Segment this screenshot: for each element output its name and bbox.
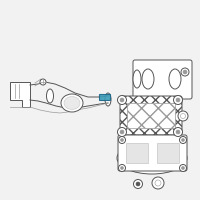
Ellipse shape <box>105 93 111 106</box>
Ellipse shape <box>120 98 124 102</box>
Ellipse shape <box>118 128 127 136</box>
Bar <box>157 143 179 163</box>
Ellipse shape <box>120 130 124 134</box>
Ellipse shape <box>180 164 186 171</box>
Ellipse shape <box>169 69 181 89</box>
Ellipse shape <box>176 130 180 134</box>
Ellipse shape <box>176 98 180 102</box>
Ellipse shape <box>174 128 182 136</box>
Ellipse shape <box>120 166 124 170</box>
Ellipse shape <box>118 136 126 144</box>
Bar <box>126 143 148 163</box>
Ellipse shape <box>180 136 186 144</box>
FancyBboxPatch shape <box>120 96 182 135</box>
Ellipse shape <box>120 138 124 142</box>
Ellipse shape <box>178 111 188 121</box>
Ellipse shape <box>134 180 142 188</box>
Bar <box>99 94 110 100</box>
FancyBboxPatch shape <box>133 60 192 99</box>
Ellipse shape <box>46 89 54 103</box>
Ellipse shape <box>180 114 186 118</box>
Ellipse shape <box>40 79 46 85</box>
FancyBboxPatch shape <box>118 135 187 171</box>
Ellipse shape <box>117 142 187 174</box>
Ellipse shape <box>118 96 127 104</box>
Ellipse shape <box>152 177 164 189</box>
Ellipse shape <box>133 70 141 88</box>
Ellipse shape <box>61 94 83 112</box>
Ellipse shape <box>64 97 80 110</box>
Ellipse shape <box>136 182 140 186</box>
Ellipse shape <box>155 180 161 186</box>
Ellipse shape <box>142 69 154 89</box>
Ellipse shape <box>174 96 182 104</box>
Ellipse shape <box>183 70 187 74</box>
Ellipse shape <box>118 164 126 171</box>
Bar <box>127 103 175 128</box>
Ellipse shape <box>182 166 184 170</box>
Ellipse shape <box>181 68 189 76</box>
Ellipse shape <box>182 138 184 142</box>
Polygon shape <box>10 82 30 107</box>
